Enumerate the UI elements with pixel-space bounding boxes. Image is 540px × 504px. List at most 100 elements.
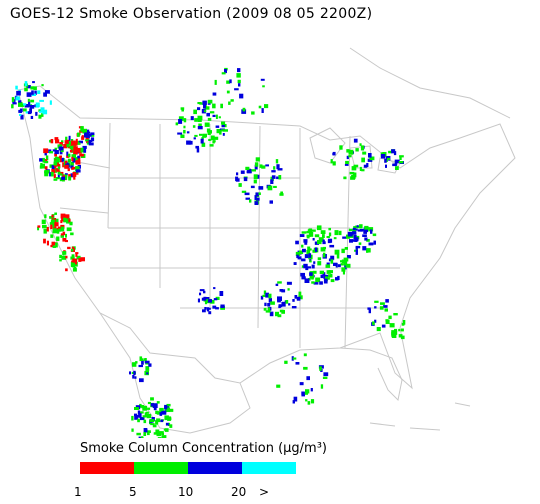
smoke-pixel <box>139 417 145 421</box>
smoke-pixel <box>204 307 207 310</box>
smoke-pixel <box>372 233 377 237</box>
smoke-pixel <box>345 160 349 164</box>
smoke-pixel <box>245 197 250 200</box>
smoke-pixel <box>219 291 224 296</box>
smoke-pixel <box>332 161 336 166</box>
smoke-pixel <box>298 295 303 300</box>
smoke-pixel <box>90 134 95 137</box>
smoke-pixel <box>169 408 174 412</box>
smoke-pixel <box>259 164 263 168</box>
smoke-pixel <box>61 255 67 260</box>
smoke-pixel <box>73 267 77 270</box>
smoke-pixel <box>251 111 255 115</box>
smoke-pixel <box>332 152 335 156</box>
smoke-pixel <box>268 293 272 299</box>
smoke-pixel <box>239 93 244 99</box>
smoke-pixel <box>56 168 60 172</box>
smoke-pixel <box>75 142 81 145</box>
smoke-pixel <box>29 108 32 114</box>
smoke-pixel <box>64 164 69 169</box>
smoke-pixel <box>285 300 289 304</box>
smoke-pixel <box>71 156 74 162</box>
smoke-pixel <box>66 139 71 144</box>
smoke-pixel <box>71 154 77 159</box>
smoke-pixel <box>213 298 218 301</box>
smoke-pixel <box>368 308 371 314</box>
smoke-pixel <box>307 246 311 251</box>
smoke-pixel <box>316 225 322 231</box>
smoke-pixel <box>278 305 281 309</box>
smoke-pixel <box>65 160 68 164</box>
smoke-pixel <box>44 214 47 219</box>
smoke-pixel <box>310 399 315 404</box>
smoke-pixel <box>337 264 341 268</box>
smoke-pixel <box>273 166 276 170</box>
smoke-pixel <box>60 233 64 236</box>
smoke-pixel <box>55 139 60 144</box>
smoke-pixel <box>314 247 318 252</box>
smoke-pixel <box>245 166 250 170</box>
smoke-pixel <box>150 397 154 401</box>
smoke-pixel <box>180 134 185 138</box>
smoke-pixel <box>35 102 40 107</box>
smoke-pixel <box>392 163 397 167</box>
smoke-pixel <box>303 353 307 357</box>
smoke-pixel <box>207 117 212 121</box>
smoke-pixel <box>241 190 247 193</box>
smoke-pixel <box>326 277 330 280</box>
smoke-pixel <box>213 287 216 290</box>
smoke-pixel <box>32 81 35 84</box>
smoke-pixel <box>206 112 210 117</box>
smoke-pixel <box>44 160 49 164</box>
smoke-pixel <box>80 127 84 132</box>
smoke-pixel <box>186 140 191 145</box>
smoke-pixel <box>223 129 228 132</box>
smoke-pixel <box>366 163 369 167</box>
smoke-pixel <box>317 240 322 245</box>
smoke-pixel <box>253 179 257 184</box>
smoke-pixel <box>60 235 64 238</box>
smoke-pixel <box>312 270 317 274</box>
smoke-pixel <box>281 301 285 304</box>
smoke-pixel <box>226 80 230 84</box>
legend-swatch-red <box>80 462 134 474</box>
smoke-pixel <box>304 242 308 245</box>
smoke-pixel <box>355 247 358 251</box>
smoke-pixel <box>68 176 72 181</box>
smoke-pixel <box>399 157 402 160</box>
smoke-pixel <box>262 85 265 88</box>
smoke-pixel <box>248 168 251 172</box>
smoke-pixel <box>311 281 315 284</box>
smoke-pixel <box>304 278 310 283</box>
legend-swatch-green <box>134 462 188 474</box>
smoke-pixel <box>359 166 362 171</box>
smoke-pixel <box>145 411 149 414</box>
smoke-pixel <box>79 153 84 157</box>
smoke-pixel <box>389 323 395 328</box>
smoke-pixel <box>76 255 81 260</box>
smoke-pixel <box>234 88 239 91</box>
smoke-pixel <box>212 103 216 109</box>
smoke-pixel <box>66 142 70 148</box>
smoke-pixel <box>398 161 404 164</box>
smoke-pixel <box>77 156 81 161</box>
smoke-pixel <box>33 86 37 91</box>
smoke-pixel <box>346 149 350 153</box>
smoke-pixel <box>298 291 302 296</box>
smoke-pixel <box>263 290 267 295</box>
smoke-pixel <box>76 147 82 153</box>
map-title: GOES-12 Smoke Observation (2009 08 05 22… <box>10 6 373 22</box>
smoke-pixel <box>131 428 134 432</box>
smoke-pixel <box>197 118 202 122</box>
smoke-pixel <box>346 234 350 239</box>
smoke-pixel <box>29 105 35 109</box>
smoke-pixel <box>30 86 35 90</box>
smoke-pixel <box>309 248 312 251</box>
smoke-pixel <box>161 435 167 438</box>
smoke-pixel <box>54 137 59 141</box>
smoke-pixel <box>269 311 274 317</box>
smoke-pixel <box>384 308 388 312</box>
smoke-pixel <box>251 169 256 172</box>
smoke-pixel <box>132 362 137 367</box>
smoke-pixel <box>73 146 78 150</box>
